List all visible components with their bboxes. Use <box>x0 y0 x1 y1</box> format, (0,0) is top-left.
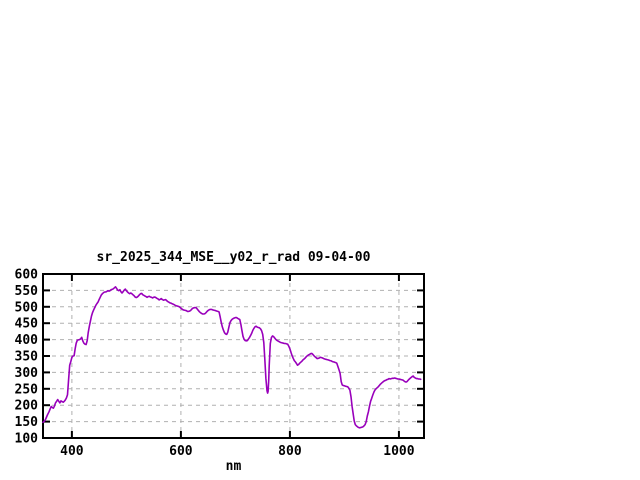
plot-border <box>42 273 425 439</box>
x-axis-label: nm <box>225 459 242 474</box>
y-tick-label: 550 <box>15 284 39 299</box>
y-tick-label: 150 <box>15 415 39 430</box>
y-tick-label: 450 <box>15 317 39 332</box>
y-tick-label: 200 <box>15 399 39 414</box>
chart-title: sr_2025_344_MSE__y02_r_rad 09-04-00 <box>96 250 371 265</box>
x-tick-label: 1000 <box>383 444 414 459</box>
y-tick-label: 100 <box>15 432 39 447</box>
y-tick-label: 300 <box>15 366 39 381</box>
y-tick-label: 400 <box>15 333 39 348</box>
x-tick-label: 400 <box>60 444 84 459</box>
y-tick-label: 250 <box>15 382 39 397</box>
x-tick-label: 600 <box>169 444 193 459</box>
y-tick-label: 500 <box>15 300 39 315</box>
y-tick-label: 350 <box>15 350 39 365</box>
y-tick-label: 600 <box>15 268 39 283</box>
spectrum-line <box>42 285 422 429</box>
x-tick-label: 800 <box>278 444 302 459</box>
